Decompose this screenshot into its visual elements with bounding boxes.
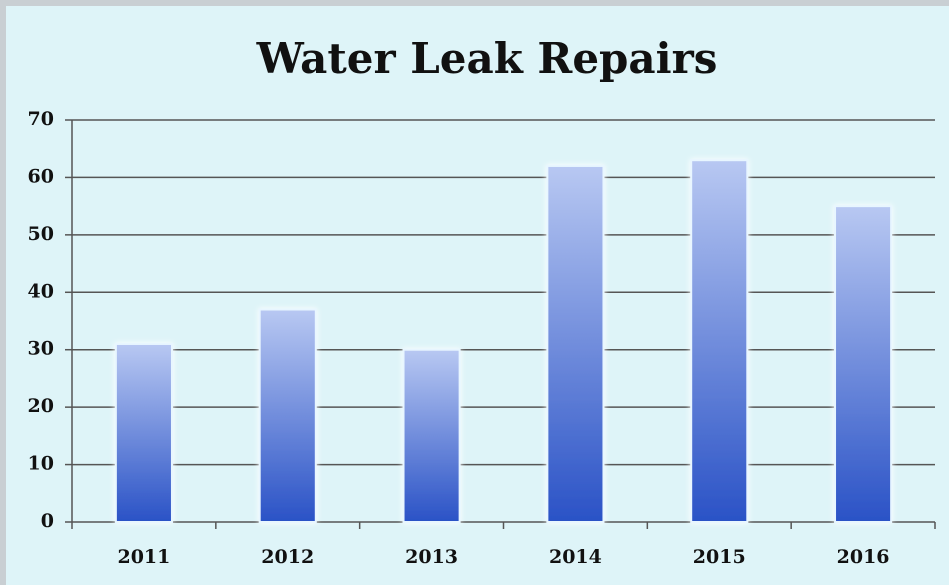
y-tick-label: 60 bbox=[28, 165, 54, 187]
x-tick-label: 2015 bbox=[693, 546, 746, 568]
y-tick-label: 70 bbox=[28, 108, 54, 130]
bar bbox=[258, 308, 317, 523]
y-tick-label: 40 bbox=[28, 280, 54, 302]
bar bbox=[114, 342, 173, 523]
chart-title: Water Leak Repairs bbox=[256, 34, 718, 83]
bar bbox=[546, 164, 605, 523]
y-tick-label: 0 bbox=[41, 510, 54, 532]
bar bbox=[402, 348, 461, 524]
bar bbox=[690, 159, 749, 523]
x-tick-label: 2013 bbox=[405, 546, 458, 568]
x-tick-label: 2014 bbox=[549, 546, 602, 568]
y-tick-label: 30 bbox=[28, 338, 54, 360]
y-tick-label: 20 bbox=[28, 395, 54, 417]
y-tick-label: 50 bbox=[28, 223, 54, 245]
y-tick-label: 10 bbox=[28, 453, 54, 475]
x-tick-label: 2012 bbox=[261, 546, 314, 568]
x-tick-label: 2016 bbox=[837, 546, 890, 568]
x-tick-label: 2011 bbox=[117, 546, 170, 568]
bar bbox=[834, 205, 893, 523]
